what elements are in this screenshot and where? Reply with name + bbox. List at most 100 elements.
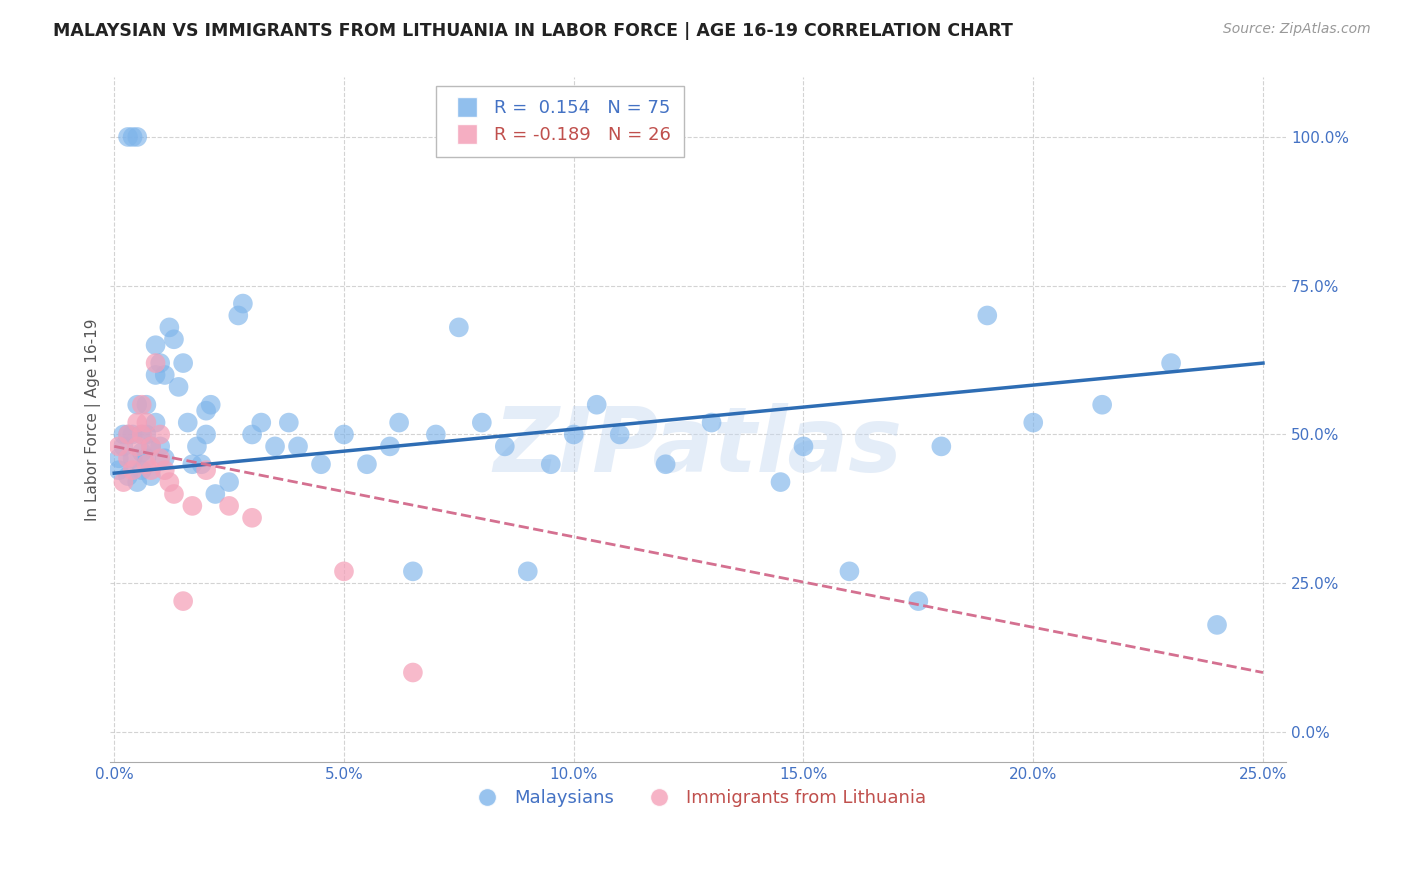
Point — [149, 427, 172, 442]
Point — [121, 427, 143, 442]
Point — [333, 565, 356, 579]
Point — [931, 439, 953, 453]
Point — [127, 439, 149, 453]
Point — [139, 463, 162, 477]
Point — [1022, 416, 1045, 430]
Point — [609, 427, 631, 442]
Point — [121, 463, 143, 477]
Point — [402, 665, 425, 680]
Point — [250, 416, 273, 430]
Point — [1091, 398, 1114, 412]
Point — [139, 439, 162, 453]
Point — [447, 320, 470, 334]
Point — [177, 416, 200, 430]
Point — [145, 416, 167, 430]
Point — [127, 398, 149, 412]
Point — [264, 439, 287, 453]
Point — [117, 427, 139, 442]
Point — [218, 499, 240, 513]
Point — [131, 398, 153, 412]
Point — [157, 320, 180, 334]
Point — [378, 439, 401, 453]
Point — [562, 427, 585, 442]
Point — [117, 451, 139, 466]
Point — [195, 427, 218, 442]
Point — [172, 594, 194, 608]
Point — [976, 309, 998, 323]
Point — [654, 457, 676, 471]
Point — [356, 457, 378, 471]
Point — [149, 451, 172, 466]
Point — [388, 416, 411, 430]
Point — [131, 445, 153, 459]
Point — [139, 469, 162, 483]
Point — [471, 416, 494, 430]
Point — [309, 457, 332, 471]
Point — [139, 439, 162, 453]
Point — [1206, 618, 1229, 632]
Text: MALAYSIAN VS IMMIGRANTS FROM LITHUANIA IN LABOR FORCE | AGE 16-19 CORRELATION CH: MALAYSIAN VS IMMIGRANTS FROM LITHUANIA I… — [53, 22, 1014, 40]
Point — [240, 427, 263, 442]
Point — [181, 499, 204, 513]
Point — [218, 475, 240, 489]
Point — [127, 130, 149, 145]
Y-axis label: In Labor Force | Age 16-19: In Labor Force | Age 16-19 — [86, 318, 101, 521]
Point — [226, 309, 249, 323]
Point — [117, 130, 139, 145]
Point — [121, 130, 143, 145]
Point — [131, 427, 153, 442]
Point — [333, 427, 356, 442]
Point — [149, 439, 172, 453]
Point — [516, 565, 538, 579]
Point — [127, 416, 149, 430]
Legend: Malaysians, Immigrants from Lithuania: Malaysians, Immigrants from Lithuania — [463, 782, 934, 814]
Point — [145, 368, 167, 382]
Point — [108, 439, 131, 453]
Point — [277, 416, 299, 430]
Point — [172, 356, 194, 370]
Point — [145, 356, 167, 370]
Point — [108, 451, 131, 466]
Point — [494, 439, 516, 453]
Point — [157, 475, 180, 489]
Point — [112, 475, 135, 489]
Point — [121, 451, 143, 466]
Point — [240, 510, 263, 524]
Point — [1160, 356, 1182, 370]
Point — [195, 463, 218, 477]
Point — [204, 487, 226, 501]
Point — [145, 338, 167, 352]
Point — [135, 416, 157, 430]
Point — [200, 398, 222, 412]
Point — [838, 565, 860, 579]
Point — [402, 565, 425, 579]
Point — [135, 457, 157, 471]
Point — [792, 439, 814, 453]
Point — [540, 457, 562, 471]
Point — [135, 398, 157, 412]
Point — [131, 427, 153, 442]
Point — [163, 487, 186, 501]
Point — [153, 463, 176, 477]
Point — [149, 356, 172, 370]
Point — [700, 416, 723, 430]
Point — [108, 463, 131, 477]
Point — [153, 451, 176, 466]
Point — [112, 427, 135, 442]
Point — [167, 380, 190, 394]
Point — [117, 469, 139, 483]
Text: ZIPatlas: ZIPatlas — [494, 403, 903, 491]
Point — [153, 368, 176, 382]
Point — [287, 439, 309, 453]
Text: Source: ZipAtlas.com: Source: ZipAtlas.com — [1223, 22, 1371, 37]
Point — [190, 457, 212, 471]
Point — [585, 398, 607, 412]
Point — [186, 439, 208, 453]
Point — [127, 475, 149, 489]
Point — [425, 427, 447, 442]
Point — [131, 463, 153, 477]
Point — [163, 332, 186, 346]
Point — [135, 451, 157, 466]
Point — [907, 594, 929, 608]
Point — [181, 457, 204, 471]
